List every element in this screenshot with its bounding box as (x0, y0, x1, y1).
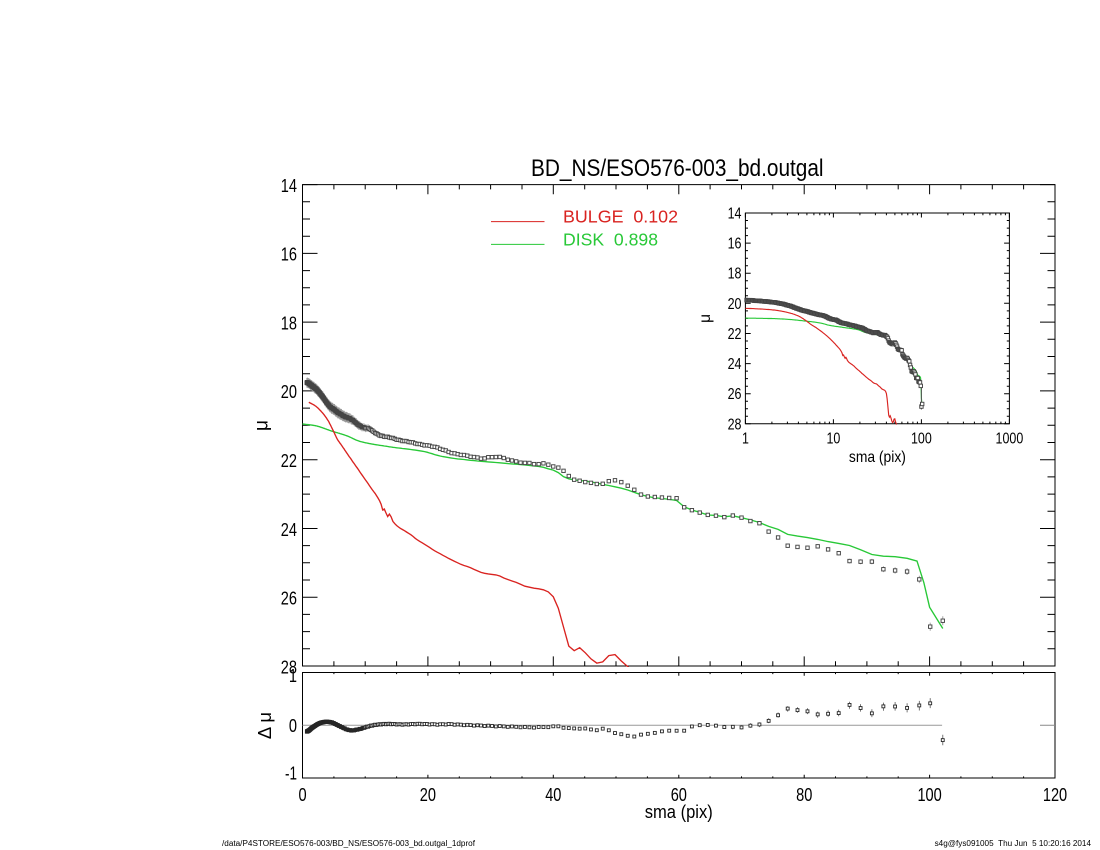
svg-text:0: 0 (298, 784, 306, 805)
svg-text:24: 24 (281, 519, 297, 540)
svg-text:20: 20 (281, 381, 297, 402)
svg-text:Δ μ: Δ μ (254, 712, 275, 739)
svg-text:28: 28 (728, 416, 742, 433)
svg-text:26: 26 (728, 386, 742, 403)
svg-text:14: 14 (281, 175, 297, 196)
svg-text:120: 120 (1043, 784, 1067, 805)
svg-text:22: 22 (728, 326, 742, 343)
svg-text:100: 100 (911, 431, 932, 448)
svg-text:18: 18 (728, 266, 742, 283)
svg-text:26: 26 (281, 588, 297, 609)
svg-text:100: 100 (917, 784, 941, 805)
svg-text:18: 18 (281, 312, 297, 333)
svg-text:/data/P4STORE/ESO576-003/BD_NS: /data/P4STORE/ESO576-003/BD_NS/ESO576-00… (222, 839, 476, 848)
svg-text:BULGE 0.102: BULGE 0.102 (563, 207, 678, 227)
svg-text:sma (pix): sma (pix) (849, 449, 906, 466)
svg-text:DISK 0.898: DISK 0.898 (563, 229, 658, 249)
svg-text:-1: -1 (285, 763, 297, 784)
svg-text:10: 10 (826, 431, 840, 448)
svg-text:14: 14 (728, 206, 742, 223)
svg-text:s4g@fys091005 Thu Jun 5 10:2: s4g@fys091005 Thu Jun 5 10:20:16 2014 (935, 839, 1092, 848)
svg-text:20: 20 (728, 296, 742, 313)
svg-text:80: 80 (796, 784, 812, 805)
svg-text:16: 16 (281, 244, 297, 265)
svg-text:1: 1 (742, 431, 749, 448)
svg-text:60: 60 (671, 784, 687, 805)
svg-text:0: 0 (289, 715, 297, 736)
svg-text:16: 16 (728, 236, 742, 253)
svg-text:1: 1 (289, 665, 297, 686)
svg-text:BD_NS/ESO576-003_bd.outgal: BD_NS/ESO576-003_bd.outgal (531, 156, 824, 182)
svg-text:40: 40 (545, 784, 561, 805)
svg-text:1000: 1000 (996, 431, 1024, 448)
svg-text:22: 22 (281, 450, 297, 471)
svg-text:28: 28 (281, 656, 297, 677)
svg-text:μ: μ (697, 314, 714, 323)
svg-text:sma (pix): sma (pix) (645, 801, 713, 822)
svg-text:24: 24 (728, 356, 742, 373)
svg-text:μ: μ (252, 420, 273, 431)
svg-text:20: 20 (420, 784, 436, 805)
